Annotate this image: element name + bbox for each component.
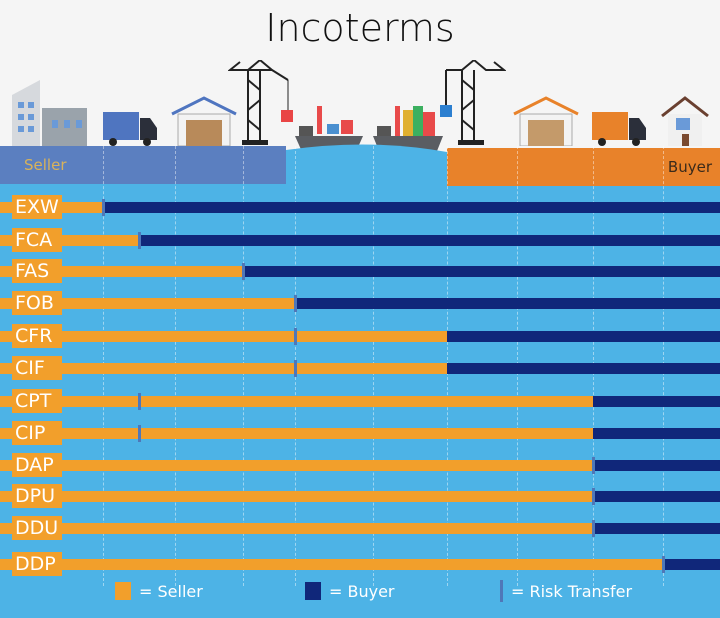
incoterm-row-ddu: DDU — [0, 516, 720, 540]
buyer-bar — [593, 523, 720, 534]
buyer-label: Buyer — [667, 158, 712, 176]
seller-bar — [0, 266, 243, 277]
seller-label: Seller — [24, 156, 67, 174]
incoterm-row-cfr: CFR — [0, 324, 720, 348]
warehouse-icon — [171, 96, 237, 146]
seller-bar — [0, 235, 139, 246]
seller-platform: Seller — [0, 146, 286, 184]
buyer-bar — [139, 235, 720, 246]
risk-transfer-marker — [138, 425, 141, 442]
page-title: Incoterms — [265, 6, 455, 50]
buyer-bar — [593, 460, 720, 471]
risk-transfer-marker — [138, 393, 141, 410]
legend-seller: = Seller — [115, 578, 203, 604]
risk-transfer-marker — [294, 328, 297, 345]
risk-transfer-marker — [662, 556, 665, 573]
incoterm-code: CIP — [12, 421, 62, 445]
risk-transfer-marker — [592, 520, 595, 537]
legend-risk: = Risk Transfer — [500, 578, 632, 604]
risk-transfer-marker — [138, 232, 141, 249]
incoterm-code: CIF — [12, 356, 62, 380]
incoterm-code: EXW — [12, 195, 62, 219]
risk-transfer-marker — [294, 360, 297, 377]
incoterm-row-cif: CIF — [0, 356, 720, 380]
incoterm-code: DPU — [12, 484, 62, 508]
buyer-bar — [593, 396, 720, 407]
crane-export-icon — [228, 60, 293, 145]
incoterm-row-dpu: DPU — [0, 484, 720, 508]
incoterm-code: FOB — [12, 291, 62, 315]
buyer-swatch — [305, 582, 321, 600]
incoterm-code: CPT — [12, 389, 62, 413]
risk-transfer-marker — [294, 295, 297, 312]
incoterm-code: DAP — [12, 453, 62, 477]
seller-bar — [0, 491, 593, 502]
house-icon — [661, 96, 709, 146]
seller-bar — [0, 428, 593, 439]
risk-transfer-marker — [242, 263, 245, 280]
buyer-bar — [447, 331, 720, 342]
legend-risk-label: = Risk Transfer — [511, 581, 633, 601]
buyer-bar — [447, 363, 720, 374]
buyer-bar — [295, 298, 720, 309]
legend-buyer-label: = Buyer — [329, 581, 395, 601]
factory-icon — [12, 80, 87, 146]
buyer-bar — [663, 559, 720, 570]
seller-bar — [0, 396, 593, 407]
truck-icon — [103, 112, 157, 146]
incoterm-row-ddp: DDP — [0, 552, 720, 576]
buyer-bar — [243, 266, 720, 277]
buyer-bar — [593, 491, 720, 502]
legend-buyer: = Buyer — [305, 578, 395, 604]
warehouse-buyer-icon — [513, 96, 579, 146]
seller-bar — [0, 460, 593, 471]
incoterm-row-dap: DAP — [0, 453, 720, 477]
seller-bar — [0, 559, 663, 570]
incoterm-row-exw: EXW — [0, 195, 720, 219]
incoterm-code: DDU — [12, 516, 62, 540]
incoterm-row-fob: FOB — [0, 291, 720, 315]
incoterm-row-fca: FCA — [0, 228, 720, 252]
seller-swatch — [115, 582, 131, 600]
water-surface — [286, 144, 447, 170]
risk-transfer-marker — [592, 457, 595, 474]
seller-bar — [0, 331, 447, 342]
incoterm-row-fas: FAS — [0, 259, 720, 283]
truck-buyer-icon — [592, 112, 646, 146]
legend-seller-label: = Seller — [139, 581, 203, 601]
buyer-platform: Buyer — [447, 148, 720, 186]
seller-bar — [0, 523, 593, 534]
incoterm-code: FCA — [12, 228, 62, 252]
incoterm-row-cip: CIP — [0, 421, 720, 445]
buyer-bar — [103, 202, 720, 213]
buyer-bar — [593, 428, 720, 439]
crane-import-icon — [440, 60, 506, 145]
incoterm-code: CFR — [12, 324, 62, 348]
risk-transfer-marker — [592, 488, 595, 505]
incoterm-code: DDP — [12, 552, 62, 576]
risk-swatch — [500, 580, 503, 602]
seller-bar — [0, 298, 295, 309]
incoterm-code: FAS — [12, 259, 62, 283]
seller-bar — [0, 363, 447, 374]
incoterm-row-cpt: CPT — [0, 389, 720, 413]
risk-transfer-marker — [102, 199, 105, 216]
legend: = Seller = Buyer = Risk Transfer — [0, 578, 720, 604]
